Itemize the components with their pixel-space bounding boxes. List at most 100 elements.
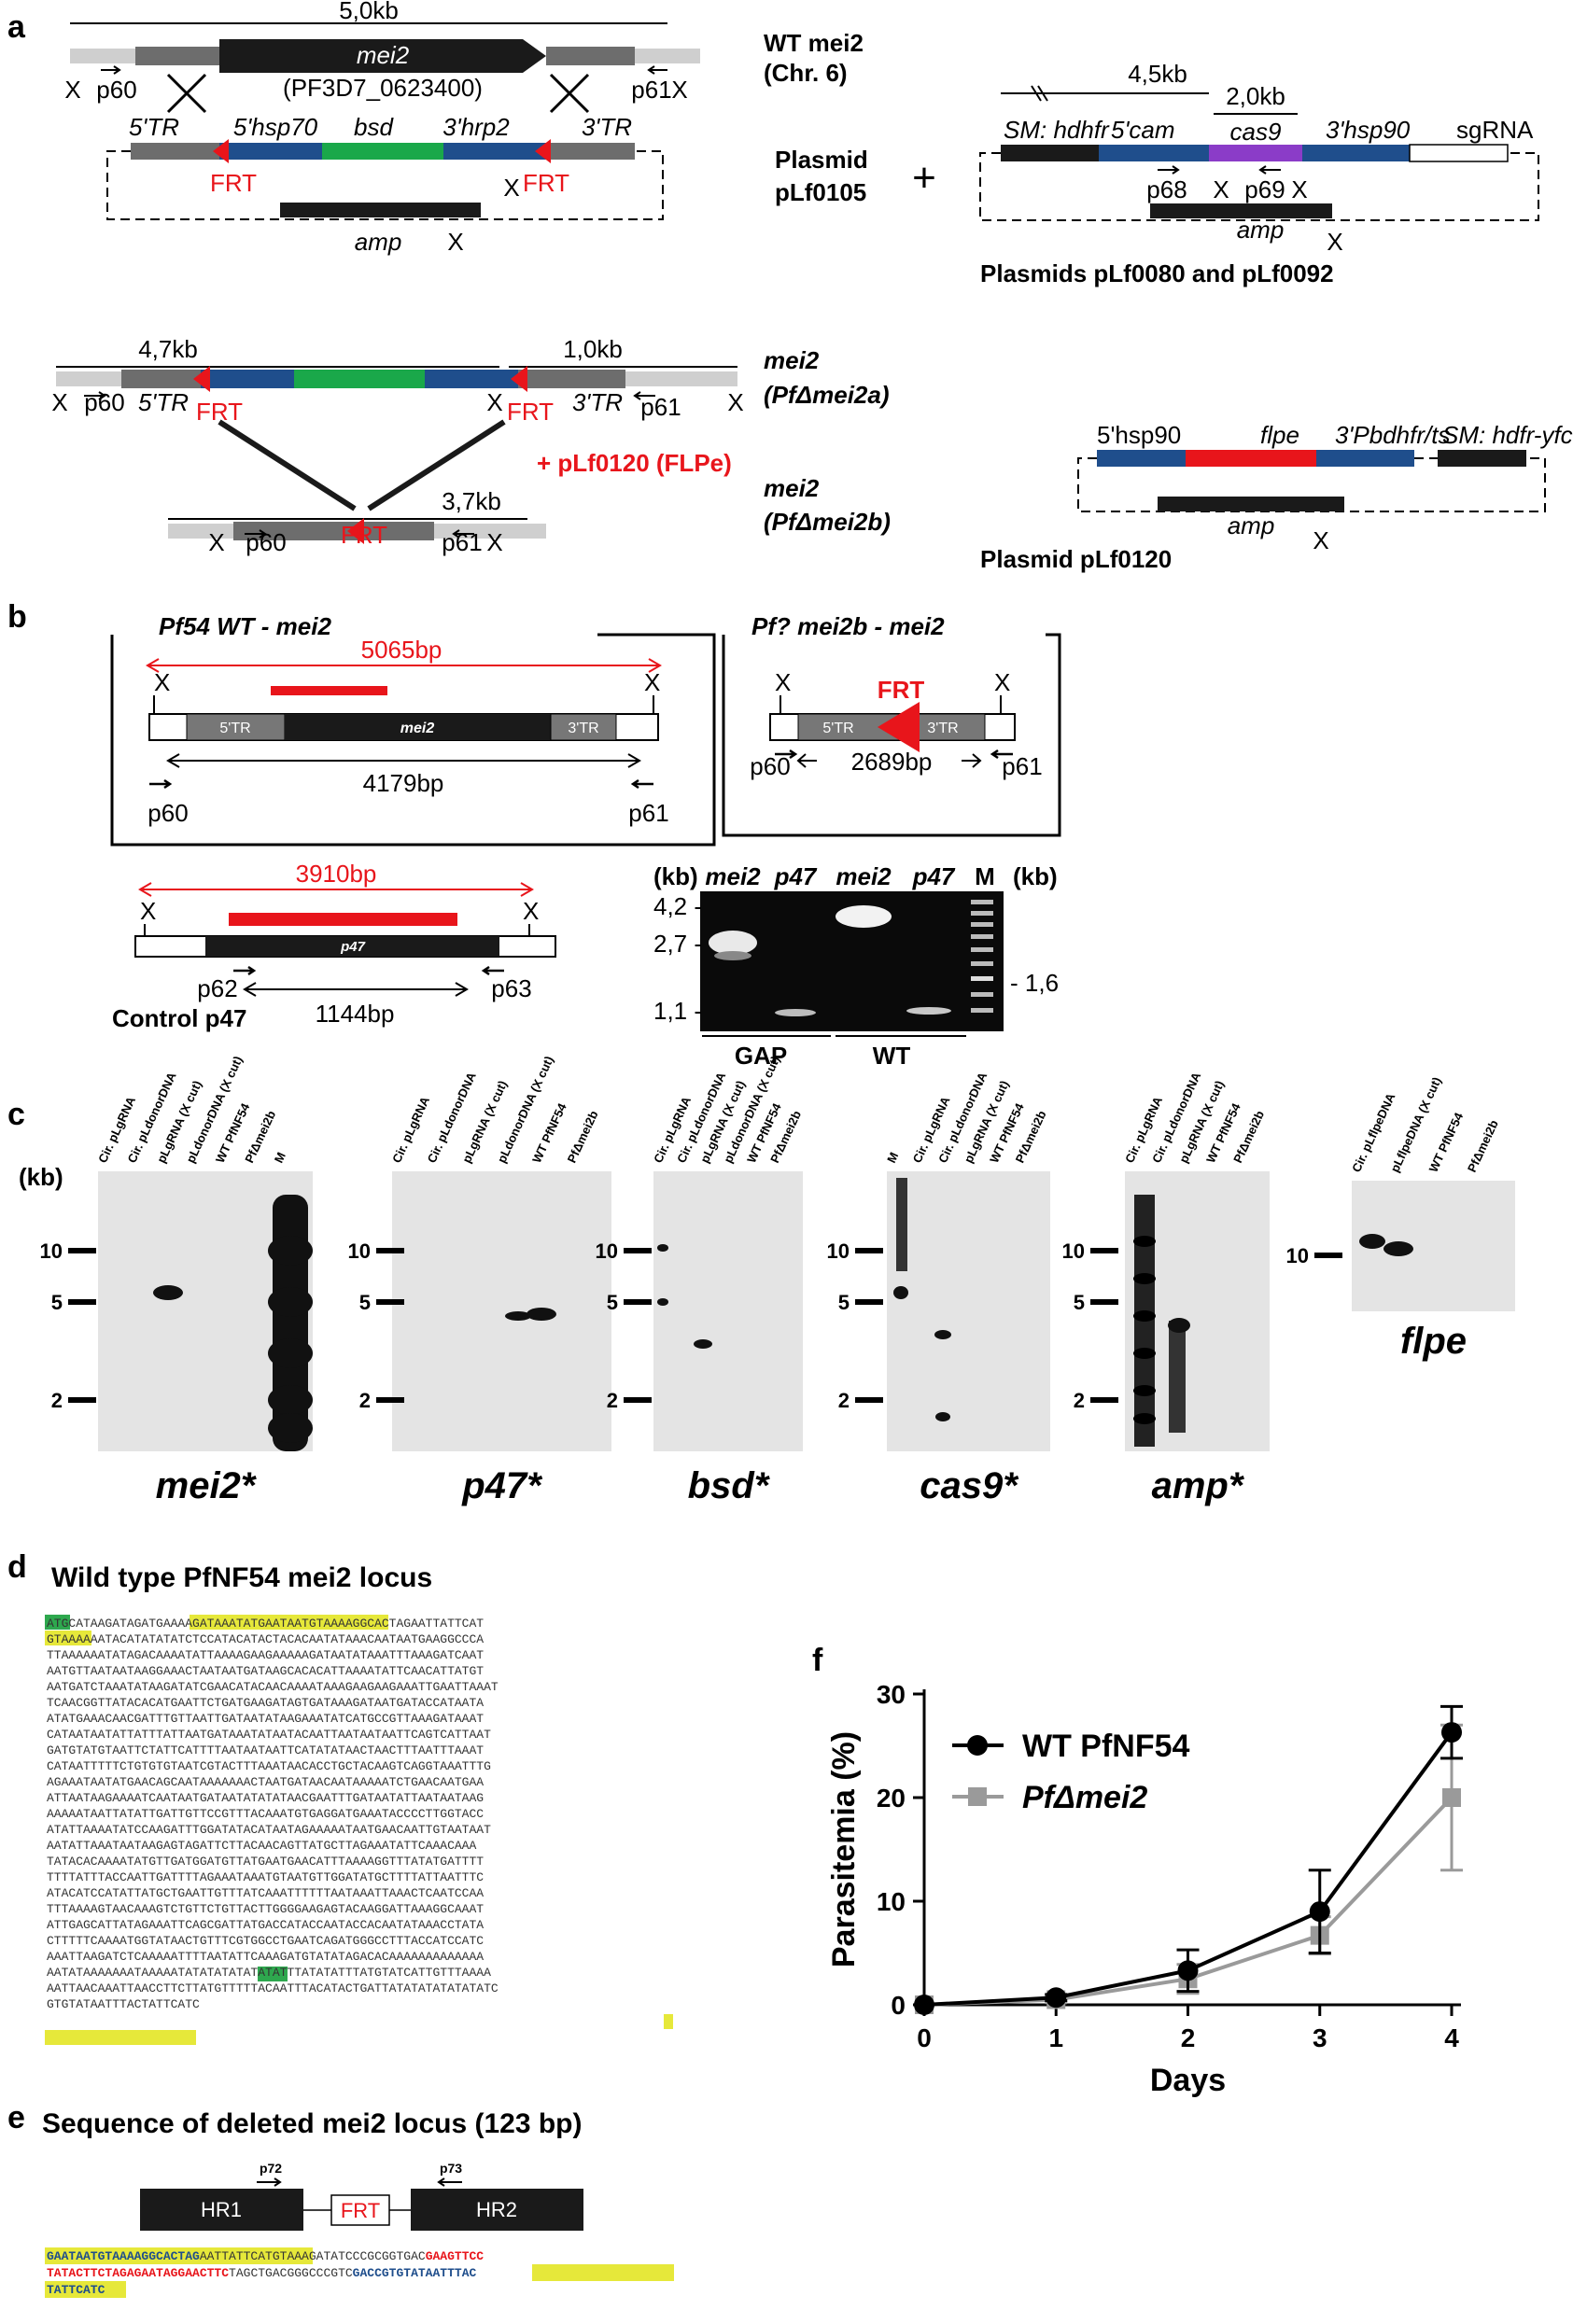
- box2-frt: FRT: [878, 676, 925, 704]
- panel-e: e Sequence of deleted mei2 locus (123 bp…: [7, 2100, 674, 2298]
- sequence-line: CATAATTTTTCTGTGTGTAATCGTACTTTAAATAACACCT…: [47, 1759, 491, 1773]
- hr2-label: HR2: [476, 2198, 517, 2221]
- x-tick-label: 0: [917, 2023, 932, 2052]
- primer-p60: p60: [84, 388, 124, 416]
- arrow-icon: [452, 529, 474, 539]
- size-tick-label: 5: [1074, 1291, 1085, 1314]
- x-site: X: [1313, 526, 1328, 554]
- blot-band: [657, 1244, 668, 1252]
- p120-5hsp90: 5'hsp90: [1097, 421, 1181, 449]
- primer-p61: p61: [442, 528, 482, 556]
- x-site: X: [486, 528, 502, 556]
- data-point: [914, 1995, 934, 2015]
- cas-backbone: [979, 152, 1539, 221]
- size-tick-label: 5: [51, 1291, 63, 1314]
- p120-amp: amp: [1228, 511, 1275, 539]
- blot-lane-label: WT PfNF54: [529, 1100, 569, 1165]
- primer-p60: p60: [96, 76, 136, 104]
- pl105-backbone: [106, 150, 664, 220]
- blot-band: [657, 1298, 668, 1306]
- arrow-icon: [149, 778, 173, 790]
- hr1-highlight: [45, 1631, 91, 1645]
- box2-title: Pf? mei2b - mei2: [751, 612, 945, 640]
- ladder-band: [971, 947, 993, 952]
- frt-triangle-icon: [511, 366, 527, 392]
- gel-kb-left: (kb): [653, 862, 698, 890]
- size-tick: [376, 1248, 404, 1253]
- arrow-icon: [84, 391, 106, 400]
- b-size: 3,7kb: [442, 487, 501, 515]
- a-size-1: 4,7kb: [138, 335, 198, 363]
- size-tick: [624, 1248, 652, 1253]
- blot-title: p47*: [461, 1465, 543, 1506]
- pl105-bsd-block: [322, 143, 443, 160]
- blot-band: [1133, 1273, 1156, 1284]
- size-tick: [855, 1248, 883, 1253]
- p47-gene: p47: [340, 939, 366, 955]
- sequence-line: AATTAACAAATTAACCTTCTTATGTTTTTACAATTTACAT…: [47, 1981, 499, 1995]
- panel-a: a 5,0kb mei2 (PF3D7_0623400) X X p60 p61…: [7, 0, 1573, 573]
- blot-band: [1133, 1310, 1156, 1322]
- data-point: [1309, 1901, 1330, 1923]
- arrow-icon: [481, 965, 504, 976]
- gel-band: [836, 905, 892, 928]
- size-tick-label: 5: [359, 1291, 371, 1314]
- gel-marker-right: - 1,6: [1010, 969, 1059, 997]
- panel-d-label: d: [7, 1549, 27, 1585]
- cas-5cam-block: [1099, 145, 1209, 161]
- x-site: X: [154, 668, 170, 696]
- x-site: X: [994, 668, 1010, 696]
- sequence-line: AAATTAAGATCTCAAAAATTTTAATATTCAAAGATGTATA…: [47, 1950, 484, 1964]
- x-tick-label: 2: [1181, 2023, 1196, 2052]
- cas-size-2: 2,0kb: [1226, 82, 1285, 110]
- blot-band: [935, 1412, 950, 1421]
- sequence-line: GTAAAAAATACATATATATCTCCATACATACTACACAATA…: [47, 1632, 484, 1646]
- cas-cas9-block: [1209, 145, 1302, 161]
- size-tick: [855, 1299, 883, 1305]
- blot-band: [1133, 1348, 1156, 1359]
- blot-lane-label: M: [272, 1150, 288, 1165]
- box2-len: 2689bp: [851, 748, 933, 776]
- primer-p72: p72: [260, 2161, 282, 2176]
- gel-marker: 1,1 -: [653, 997, 702, 1025]
- wt-gene: mei2: [357, 41, 410, 69]
- sequence-block: ATGCATAAGATAGATGAAAAGATAAATATGAATAATGTAA…: [47, 1617, 499, 2011]
- x-site: X: [486, 388, 502, 416]
- wt-size: 5,0kb: [339, 0, 399, 24]
- x-tick-label: 4: [1444, 2023, 1459, 2052]
- primer-p60: p60: [750, 752, 790, 780]
- gel-group: GAP: [735, 1042, 787, 1070]
- arrow-icon: [437, 2177, 462, 2187]
- flpe-add: + pLf0120 (FLPe): [537, 449, 732, 477]
- ladder-band: [971, 992, 993, 997]
- size-tick-label: 10: [40, 1239, 63, 1263]
- x-axis-label: Days: [1150, 2063, 1226, 2098]
- panel-e-label: e: [7, 2100, 25, 2135]
- deleted-seq-line-1: GAATAATGTAAAAGGCACTAGAATTATTCATGTAAAGATA…: [47, 2249, 484, 2263]
- panel-a-label: a: [7, 9, 26, 45]
- wt-mei2-arrow: [219, 39, 546, 73]
- arrow-icon: [245, 529, 267, 539]
- mei2a-3tr-label: 3'TR: [572, 388, 623, 416]
- box1-5tr-block: [186, 713, 286, 741]
- hr2-highlight: [45, 2281, 126, 2298]
- size-tick-label: 5: [607, 1291, 618, 1314]
- x-site: X: [1327, 228, 1342, 256]
- primer-p69: p69: [1244, 175, 1285, 203]
- cas-cas9: cas9: [1230, 118, 1282, 146]
- ladder-band: [971, 922, 993, 927]
- frt-triangle-icon: [347, 518, 364, 544]
- x-site: X: [64, 76, 80, 104]
- blot-band: [153, 1285, 183, 1300]
- ladder-band: [971, 976, 993, 981]
- x-site: X: [1213, 175, 1229, 203]
- panel-f-label: f: [812, 1643, 823, 1678]
- mei2a-5hsp70: [201, 370, 294, 388]
- stop-codon-highlight: [258, 1967, 288, 1981]
